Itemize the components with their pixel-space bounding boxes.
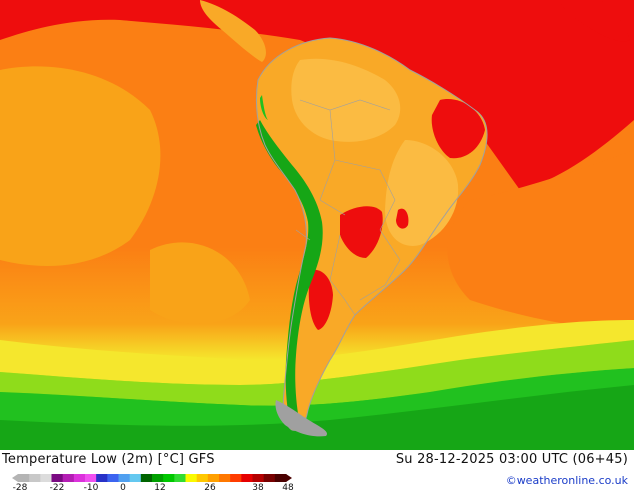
legend-swatch bbox=[174, 474, 186, 482]
legend-tick: 38 bbox=[252, 483, 263, 493]
valid-time: Su 28-12-2025 03:00 UTC (06+45) bbox=[396, 452, 628, 467]
legend-tick: -22 bbox=[50, 483, 65, 493]
legend-swatch bbox=[230, 474, 242, 482]
temperature-map bbox=[0, 0, 634, 450]
legend-swatch bbox=[241, 474, 253, 482]
legend-swatch bbox=[275, 474, 287, 482]
credit-link[interactable]: ©weatheronline.co.uk bbox=[506, 474, 628, 487]
legend-swatch bbox=[52, 474, 64, 482]
legend-swatch bbox=[96, 474, 108, 482]
legend-swatch bbox=[197, 474, 209, 482]
legend-swatch bbox=[152, 474, 164, 482]
legend-min-arrow bbox=[12, 474, 18, 482]
legend-tick: 48 bbox=[282, 483, 293, 493]
legend-swatch bbox=[85, 474, 97, 482]
legend-swatch bbox=[63, 474, 75, 482]
legend-swatch bbox=[29, 474, 41, 482]
legend-tick: 12 bbox=[154, 483, 165, 493]
legend-max-arrow bbox=[286, 474, 292, 482]
legend-tick: 0 bbox=[120, 483, 126, 493]
legend-swatch bbox=[253, 474, 265, 482]
legend-swatch bbox=[208, 474, 220, 482]
legend-swatch bbox=[264, 474, 276, 482]
legend-swatch bbox=[219, 474, 231, 482]
legend-swatch bbox=[107, 474, 119, 482]
legend-tick: -10 bbox=[84, 483, 99, 493]
legend-swatch bbox=[74, 474, 86, 482]
legend-swatch bbox=[141, 474, 153, 482]
legend-swatch bbox=[40, 474, 52, 482]
legend-swatch bbox=[130, 474, 142, 482]
map-footer: Temperature Low (2m) [°C] GFS Su 28-12-2… bbox=[0, 450, 634, 490]
map-title: Temperature Low (2m) [°C] GFS bbox=[2, 452, 215, 467]
legend-swatch bbox=[18, 474, 30, 482]
legend-tick: 26 bbox=[204, 483, 215, 493]
legend-swatch bbox=[119, 474, 131, 482]
legend-swatch bbox=[186, 474, 198, 482]
legend-tick: -28 bbox=[13, 483, 28, 493]
legend-swatch bbox=[163, 474, 175, 482]
